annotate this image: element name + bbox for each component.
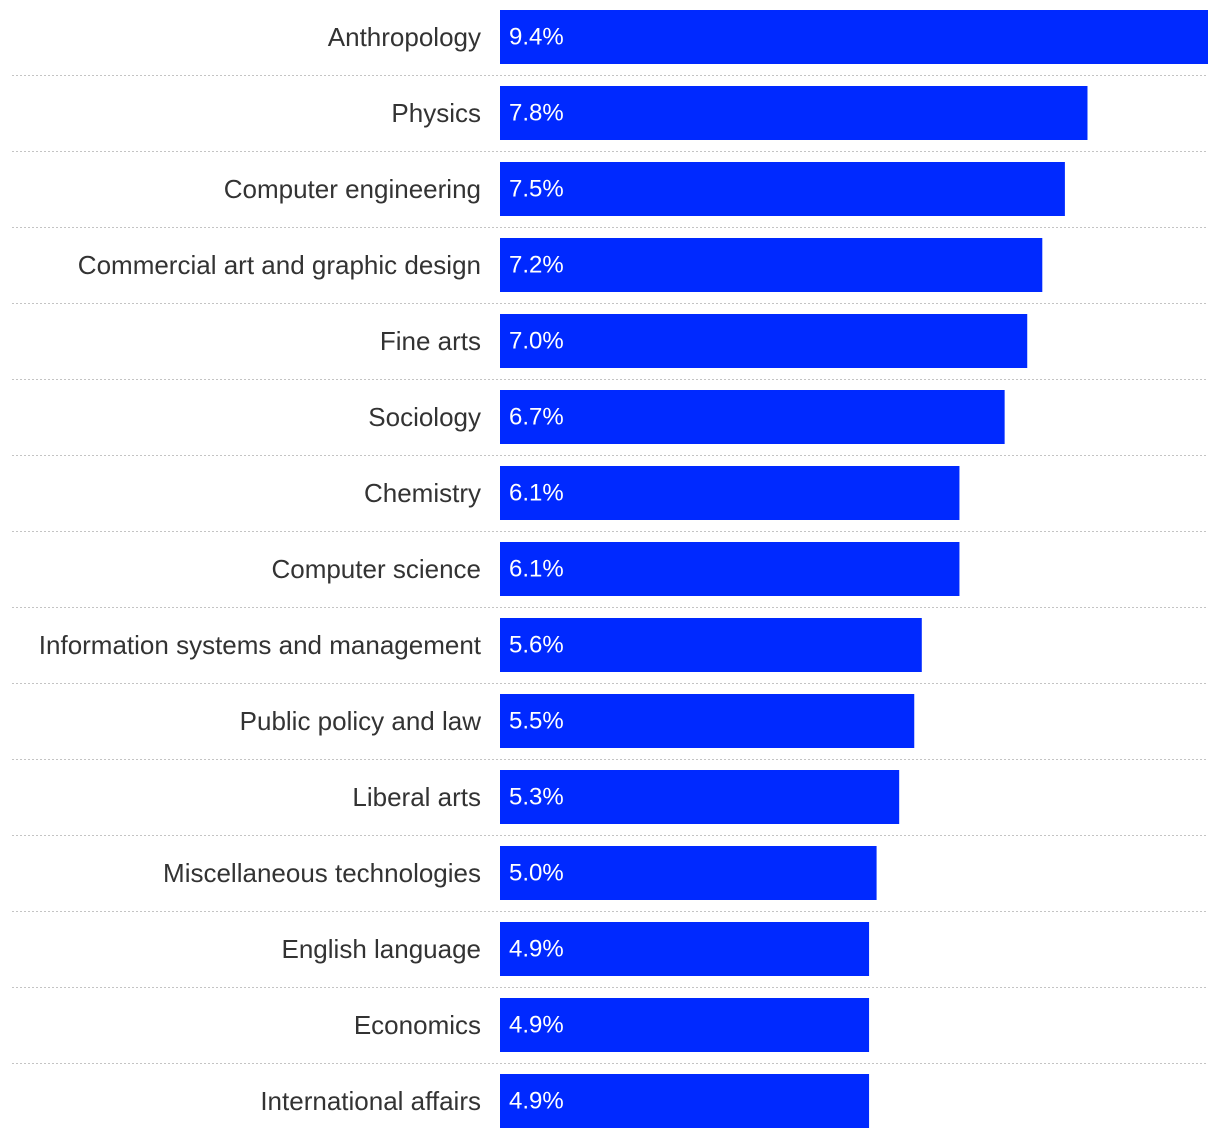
value-label: 7.0% [509,328,564,355]
bar [500,86,1088,140]
bar [500,10,1208,64]
bar [500,770,900,824]
bar [500,618,922,672]
category-label: Computer science [271,554,481,584]
value-label: 6.1% [509,556,564,583]
bar [500,390,1005,444]
category-label: Fine arts [380,326,481,356]
category-label: Chemistry [364,478,481,508]
category-label: Sociology [368,402,481,432]
category-label: Miscellaneous technologies [163,858,481,888]
bar [500,466,960,520]
category-label: Information systems and management [39,630,482,660]
category-label: Commercial art and graphic design [78,250,481,280]
value-label: 7.2% [509,252,564,279]
bar [500,314,1028,368]
value-label: 6.7% [509,404,564,431]
bar [500,1074,870,1128]
category-label: International affairs [260,1086,481,1116]
category-label: Liberal arts [352,782,481,812]
category-label: Economics [354,1010,481,1040]
value-label: 4.9% [509,1012,564,1039]
category-label: Computer engineering [224,174,481,204]
category-label: Anthropology [328,22,481,52]
bar [500,922,870,976]
value-label: 5.0% [509,860,564,887]
value-label: 6.1% [509,480,564,507]
value-label: 4.9% [509,1088,564,1115]
value-label: 5.5% [509,708,564,735]
bar [500,238,1043,292]
category-label: Public policy and law [240,706,482,736]
category-label: Physics [391,98,481,128]
bar [500,162,1065,216]
bar [500,542,960,596]
value-label: 7.5% [509,176,564,203]
bar [500,846,877,900]
value-label: 5.6% [509,632,564,659]
value-label: 7.8% [509,100,564,127]
category-label: English language [282,934,482,964]
value-label: 9.4% [509,24,564,51]
value-label: 4.9% [509,936,564,963]
value-label: 5.3% [509,784,564,811]
bar [500,998,870,1052]
bar [500,694,915,748]
